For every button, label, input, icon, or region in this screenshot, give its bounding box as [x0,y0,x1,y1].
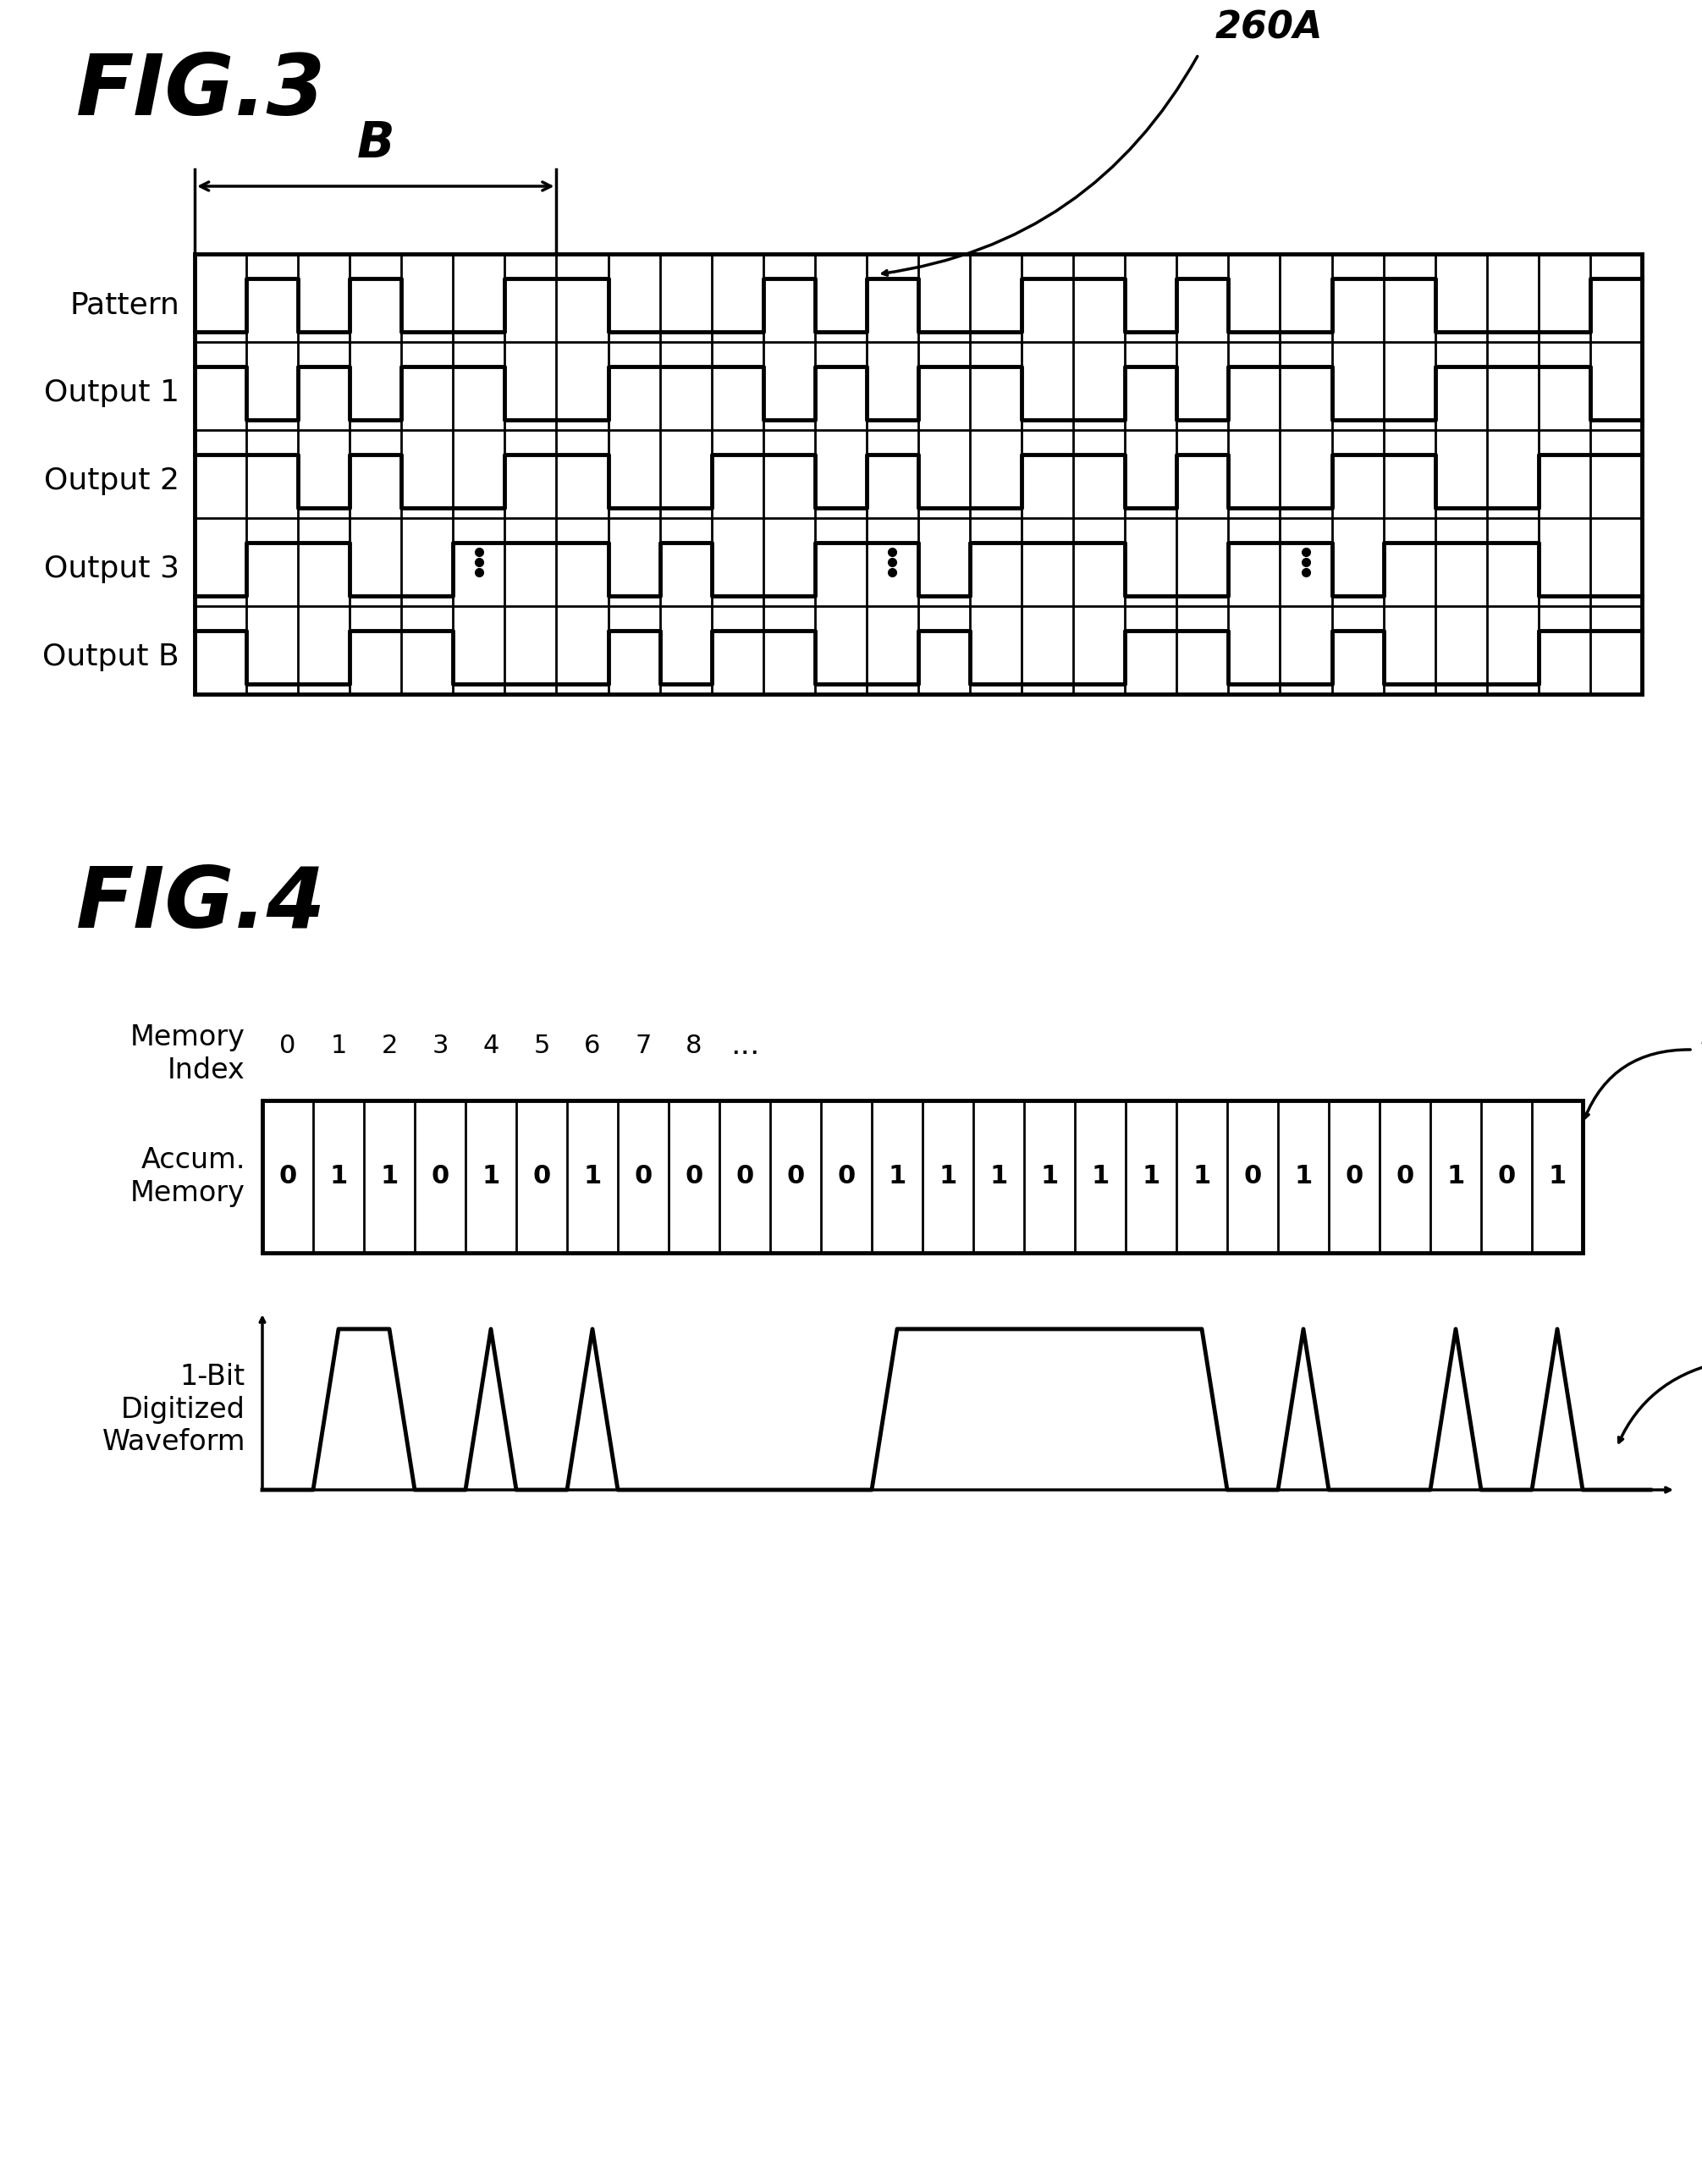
Text: 8: 8 [686,1033,703,1057]
Text: 7: 7 [635,1033,652,1057]
Text: 0: 0 [635,1164,652,1188]
Text: 1: 1 [989,1164,1008,1188]
Text: B: B [357,120,395,168]
Text: 0: 0 [1498,1164,1515,1188]
Text: 0: 0 [786,1164,805,1188]
Text: Output 3: Output 3 [44,555,179,583]
Text: FIG.4: FIG.4 [77,863,327,946]
Text: Output 1: Output 1 [44,378,179,408]
Text: 5: 5 [533,1033,550,1057]
Text: 1: 1 [1295,1164,1312,1188]
Text: 0: 0 [533,1164,551,1188]
Text: Memory
Index: Memory Index [131,1024,245,1083]
Text: 260A: 260A [1215,9,1324,46]
Text: 1: 1 [330,1033,347,1057]
Text: Pattern: Pattern [70,290,179,319]
Text: 4: 4 [483,1033,499,1057]
Text: 0: 0 [279,1164,296,1188]
Text: 1: 1 [1142,1164,1161,1188]
Text: 1: 1 [1549,1164,1566,1188]
Text: 1: 1 [1447,1164,1465,1188]
Text: 6: 6 [584,1033,601,1057]
Bar [262,1101,1583,1254]
Text: Accum.
Memory: Accum. Memory [131,1147,245,1208]
Text: 0: 0 [684,1164,703,1188]
Text: 1: 1 [940,1164,957,1188]
Text: 1: 1 [888,1164,905,1188]
Text: FIG.3: FIG.3 [77,50,327,133]
Text: 0: 0 [1244,1164,1261,1188]
Text: 1: 1 [1193,1164,1210,1188]
Text: 3: 3 [432,1033,448,1057]
Text: Output 2: Output 2 [44,467,179,496]
Text: Output B: Output B [43,642,179,670]
Text: 1-Bit
Digitized
Waveform: 1-Bit Digitized Waveform [102,1363,245,1457]
Text: 1: 1 [330,1164,347,1188]
Text: 0: 0 [1396,1164,1414,1188]
Text: 0: 0 [837,1164,856,1188]
Text: 0: 0 [735,1164,754,1188]
Text: 1: 1 [482,1164,500,1188]
Text: 2: 2 [381,1033,398,1057]
Text: 0: 0 [431,1164,449,1188]
Text: 1: 1 [1040,1164,1059,1188]
Text: 1: 1 [1091,1164,1110,1188]
Text: ...: ... [730,1031,759,1059]
Text: 0: 0 [1345,1164,1363,1188]
Text: 1: 1 [380,1164,398,1188]
Bar [194,253,1642,695]
Text: 0: 0 [279,1033,296,1057]
Text: 1: 1 [584,1164,601,1188]
